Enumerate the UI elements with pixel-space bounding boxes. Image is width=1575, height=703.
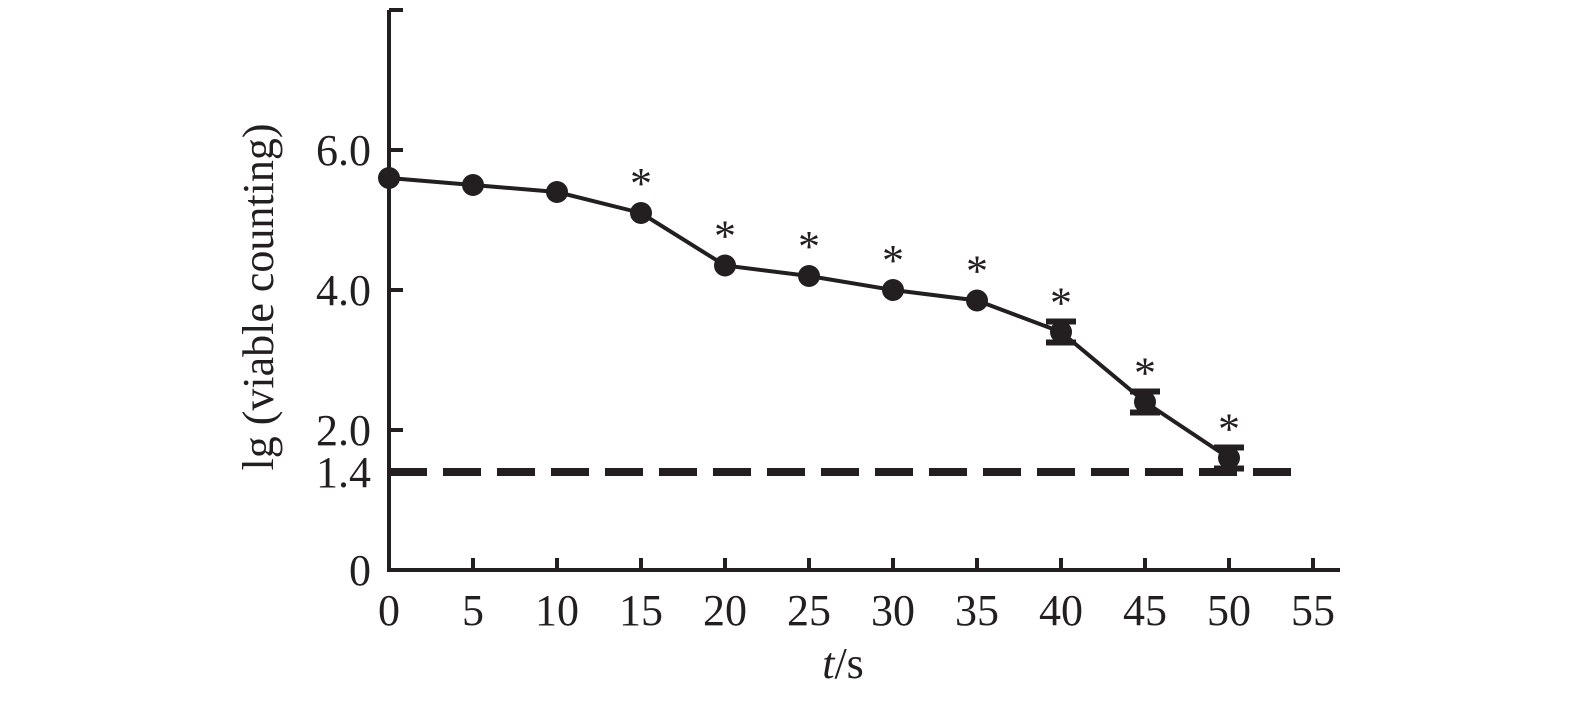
data-point xyxy=(462,174,484,196)
x-tick-label: 5 xyxy=(462,586,484,635)
x-tick-label: 20 xyxy=(703,586,747,635)
series-group: * * * * * * * * xyxy=(378,159,1244,472)
x-axis-title-unit: /s xyxy=(834,639,863,688)
y-tick-label: 4.0 xyxy=(316,266,371,315)
significance-marker: * xyxy=(630,159,652,208)
y-tick-label: 6.0 xyxy=(316,126,371,175)
y-axis-title: lg (viable counting) xyxy=(234,123,283,470)
y-tick-label: 1.4 xyxy=(316,448,371,497)
significance-marker: * xyxy=(714,212,736,261)
y-tick-label: 2.0 xyxy=(316,406,371,455)
data-point xyxy=(1050,321,1072,343)
x-tick-label: 25 xyxy=(787,586,831,635)
data-point xyxy=(798,265,820,287)
x-tick-label: 45 xyxy=(1123,586,1167,635)
x-tick-label: 40 xyxy=(1039,586,1083,635)
data-point xyxy=(546,181,568,203)
data-point xyxy=(966,289,988,312)
significance-marker: * xyxy=(1218,405,1240,454)
data-point xyxy=(714,254,736,277)
data-point xyxy=(630,202,652,224)
series-line xyxy=(388,176,1231,460)
x-tick-label: 50 xyxy=(1207,586,1251,635)
significance-marker: * xyxy=(882,236,904,285)
x-tick-label: 30 xyxy=(871,586,915,635)
x-tick-label: 0 xyxy=(378,586,400,635)
x-tick-label: 55 xyxy=(1291,586,1335,635)
y-tick-label: 0 xyxy=(349,546,371,595)
x-tick-label: 15 xyxy=(619,586,663,635)
data-point xyxy=(882,279,904,301)
data-point xyxy=(1218,447,1240,469)
x-axis-title: t/s xyxy=(822,639,864,688)
significance-marker: * xyxy=(1050,279,1072,328)
x-tick-label: 10 xyxy=(535,586,579,635)
x-tick-label: 35 xyxy=(955,586,999,635)
significance-marker: * xyxy=(798,222,820,271)
data-point xyxy=(378,167,400,189)
significance-marker: * xyxy=(1134,349,1156,398)
tick-labels: 0 1.42.0 4.0 6.0 0 5 10 15 20 25 30 35 40 45 50 55 xyxy=(316,126,1335,635)
data-point xyxy=(1134,391,1156,413)
significance-marker: * xyxy=(966,247,988,296)
axes xyxy=(387,8,1340,572)
x-axis-title-italic: t xyxy=(822,639,836,688)
